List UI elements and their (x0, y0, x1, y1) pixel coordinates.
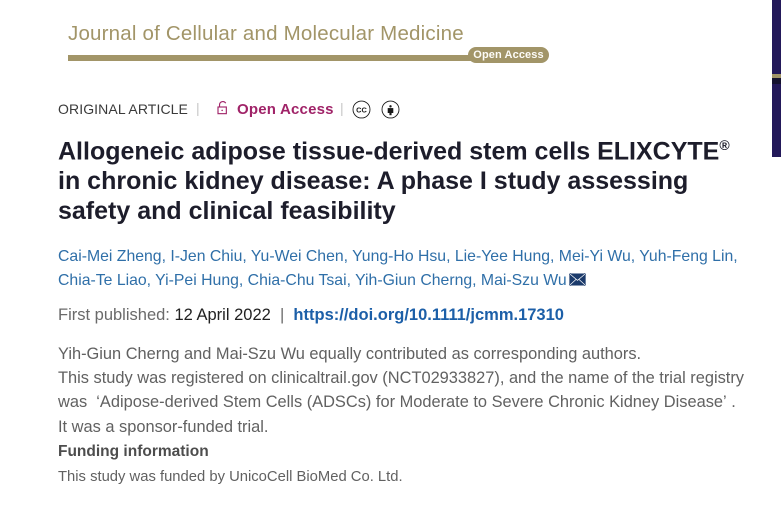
svg-text:CC: CC (356, 105, 367, 114)
